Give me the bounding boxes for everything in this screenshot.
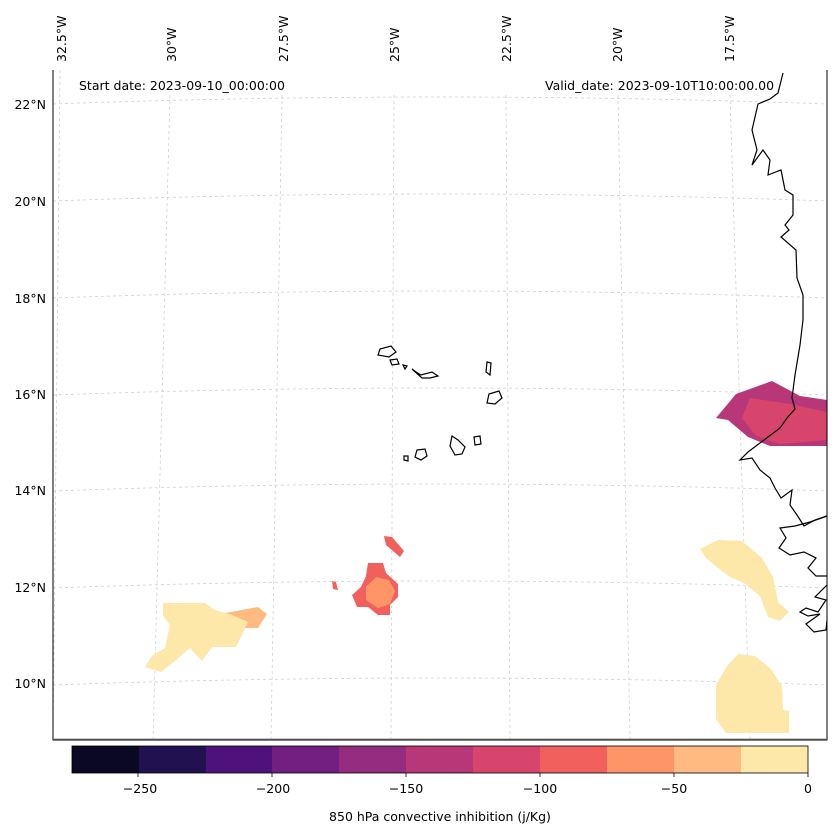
guinea-bissau-coast	[798, 584, 828, 633]
island-sao-nicolau	[411, 368, 440, 379]
parallel-20n	[52, 193, 828, 202]
colorbar-tick-label: −150	[388, 781, 424, 796]
lat-label-18n: 18°N	[14, 291, 46, 306]
island-sao-vicente	[389, 358, 400, 366]
parallel-18n	[52, 290, 828, 299]
lat-label-16n: 16°N	[14, 387, 46, 402]
lon-label-22-5w: 22.5°W	[499, 15, 514, 62]
colorbar-segment-4	[339, 746, 406, 773]
colorbar-tick-label: −100	[522, 781, 558, 796]
colorbar-tick-label: −200	[255, 781, 291, 796]
meridian-27-5w	[270, 94, 283, 741]
colorbar-tick-label: −250	[122, 781, 158, 796]
colorbar-label: 850 hPa convective inhibition (j/Kg)	[329, 809, 551, 824]
island-santo-antao	[377, 345, 397, 358]
colorbar-segment-0	[72, 746, 139, 773]
parallel-12n	[52, 580, 828, 589]
lat-label-14n: 14°N	[14, 483, 46, 498]
lat-label-20n: 20°N	[14, 194, 46, 209]
cin-patch-cape-verde-dot	[332, 581, 338, 590]
lon-label-17-5w: 17.5°W	[722, 15, 737, 62]
cin-patch-southwest	[145, 603, 248, 672]
lon-label-30w: 30°W	[164, 27, 179, 62]
cin-patch-cape-verde-small	[384, 536, 404, 557]
island-brava	[403, 455, 409, 462]
parallel-22n	[52, 96, 828, 105]
coastlines	[377, 72, 828, 633]
cin-patch-gambia	[700, 540, 789, 621]
island-santa-luzia	[401, 364, 408, 371]
cin-patch-cape-verde-core	[366, 577, 395, 608]
cin-patch-guinea-bissau	[716, 654, 789, 733]
island-boa-vista	[486, 390, 503, 405]
island-fogo	[414, 448, 428, 461]
colorbar-segment-7	[540, 746, 607, 773]
colorbar-segment-9	[674, 746, 741, 773]
lat-label-10n: 10°N	[14, 676, 46, 691]
start-date-label: Start date: 2023-09-10_00:00:00	[79, 78, 285, 93]
colorbar-segment-3	[272, 746, 339, 773]
lon-label-32-5w: 32.5°W	[54, 15, 69, 62]
lon-label-20w: 20°W	[610, 27, 625, 62]
colorbar	[71, 745, 809, 777]
africa-coastline	[738, 72, 828, 527]
meridian-25w	[390, 94, 395, 741]
meridian-22-5w	[505, 94, 511, 741]
gambia-coast	[778, 515, 828, 577]
colorbar-segment-10	[741, 746, 808, 773]
colorbar-tick-label: 0	[804, 781, 812, 796]
colorbar-segment-8	[607, 746, 674, 773]
island-maio	[473, 435, 482, 446]
colorbar-segment-6	[473, 746, 540, 773]
cin-field	[145, 381, 827, 733]
valid-date-label: Valid_date: 2023-09-10T10:00:00.00	[545, 78, 775, 93]
island-sal	[485, 361, 492, 377]
parallel-10n	[52, 677, 828, 686]
meridian-20w	[617, 94, 631, 741]
parallel-16n	[52, 387, 828, 396]
lat-label-22n: 22°N	[14, 97, 46, 112]
lon-label-27-5w: 27.5°W	[276, 15, 291, 62]
colorbar-tick-label: −50	[660, 781, 688, 796]
island-santiago	[449, 435, 466, 456]
meridian-32-5w	[52, 69, 61, 741]
parallel-14n	[52, 483, 828, 492]
colorbar-segment-2	[206, 746, 273, 773]
lat-label-12n: 12°N	[14, 580, 46, 595]
map-frame	[52, 70, 828, 741]
lon-label-25w: 25°W	[387, 27, 402, 62]
colorbar-frame	[71, 745, 809, 774]
colorbar-segment-1	[139, 746, 206, 773]
graticule	[52, 69, 828, 741]
colorbar-segment-5	[406, 746, 473, 773]
